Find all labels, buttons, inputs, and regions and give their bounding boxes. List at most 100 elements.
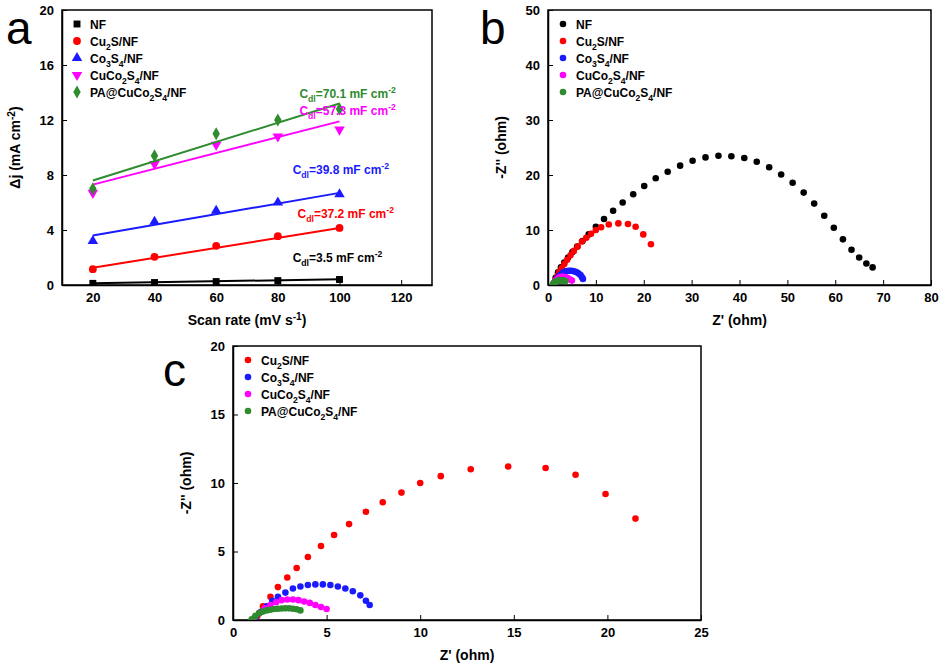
x-tick: 5 bbox=[323, 615, 330, 640]
x-axis-title: Z' (ohm) bbox=[712, 312, 767, 328]
legend-marker bbox=[73, 86, 80, 99]
y-tick-label: 40 bbox=[526, 58, 540, 73]
annotation: Cdl=70.1 mF cm-2 bbox=[299, 85, 396, 104]
y-axis: 0 10 20 30 40 50 bbox=[526, 3, 553, 293]
x-tick-label: 5 bbox=[323, 625, 330, 640]
legend: Cu2S/NFCo3S4/NFCuCo2S4/NFPA@CuCo2S4/NF bbox=[245, 354, 358, 422]
data-point bbox=[625, 221, 632, 228]
x-tick: 30 bbox=[685, 280, 699, 305]
data-point bbox=[574, 243, 581, 250]
x-axis-title: Z' (ohm) bbox=[440, 647, 495, 663]
legend-marker bbox=[560, 38, 567, 45]
data-point bbox=[569, 277, 576, 284]
y-tick: 10 bbox=[211, 476, 238, 491]
data-point bbox=[88, 235, 99, 244]
panel-label: c bbox=[163, 344, 186, 396]
plot-area bbox=[248, 463, 638, 620]
x-tick: 20 bbox=[637, 280, 651, 305]
y-axis-title: -Z'' (ohm) bbox=[493, 116, 509, 179]
x-tick-label: 30 bbox=[685, 290, 699, 305]
x-tick-label: 0 bbox=[545, 290, 552, 305]
legend-marker bbox=[245, 391, 252, 398]
legend-label: PA@CuCo2S4/NF bbox=[576, 86, 672, 103]
data-point bbox=[323, 606, 330, 613]
y-tick-label: 4 bbox=[47, 223, 55, 238]
legend-marker bbox=[245, 357, 252, 364]
data-point bbox=[640, 231, 647, 238]
legend-marker bbox=[245, 374, 252, 381]
y-tick-label: 12 bbox=[40, 113, 54, 128]
data-point bbox=[275, 584, 282, 591]
data-point bbox=[274, 232, 282, 240]
legend-marker bbox=[73, 37, 81, 45]
plot-frame bbox=[548, 10, 931, 285]
data-point bbox=[336, 224, 344, 232]
x-tick: 120 bbox=[391, 280, 413, 305]
x-tick: 10 bbox=[589, 280, 603, 305]
data-point bbox=[212, 127, 219, 140]
y-tick-label: 20 bbox=[526, 168, 540, 183]
y-axis: 05101520 bbox=[211, 339, 238, 628]
legend-label: PA@CuCo2S4/NF bbox=[90, 86, 186, 103]
annotation: Cdl=37.2 mF cm-2 bbox=[298, 205, 395, 224]
data-point bbox=[606, 221, 613, 228]
x-tick: 40 bbox=[148, 280, 162, 305]
y-tick-label: 10 bbox=[526, 223, 540, 238]
y-tick-label: 16 bbox=[40, 58, 54, 73]
data-point bbox=[505, 463, 512, 470]
y-tick-label: 0 bbox=[533, 278, 540, 293]
data-point bbox=[366, 602, 373, 609]
data-point bbox=[753, 159, 760, 166]
y-tick: 20 bbox=[526, 168, 553, 183]
x-tick-label: 10 bbox=[589, 290, 603, 305]
x-tick: 70 bbox=[876, 280, 890, 305]
data-point bbox=[282, 589, 289, 596]
data-point bbox=[632, 223, 639, 230]
panel: 0102030405060708001020304050Z' (ohm)-Z''… bbox=[493, 3, 939, 328]
x-tick-label: 20 bbox=[601, 625, 615, 640]
data-point bbox=[379, 499, 386, 506]
data-point bbox=[293, 565, 300, 572]
data-point bbox=[149, 216, 160, 225]
legend-label: Cu2S/NF bbox=[261, 354, 309, 371]
fit-line bbox=[93, 104, 340, 181]
y-tick: 30 bbox=[526, 113, 553, 128]
y-tick: 10 bbox=[526, 223, 553, 238]
fit-line bbox=[93, 193, 340, 236]
data-point bbox=[297, 607, 304, 614]
data-point bbox=[677, 162, 684, 169]
legend: NFCu2S/NFCo3S4/NFCuCo2S4/NFPA@CuCo2S4/NF bbox=[560, 18, 673, 103]
y-tick: 16 bbox=[40, 58, 67, 73]
data-point bbox=[274, 277, 281, 284]
legend-marker bbox=[245, 408, 252, 415]
data-point bbox=[561, 277, 568, 284]
x-tick-label: 20 bbox=[637, 290, 651, 305]
legend-label: CuCo2S4/NF bbox=[90, 69, 159, 86]
legend-marker bbox=[72, 72, 83, 81]
data-point bbox=[211, 205, 222, 214]
data-point bbox=[336, 276, 343, 283]
y-tick-label: 5 bbox=[218, 544, 225, 559]
data-point bbox=[630, 191, 637, 198]
x-tick-label: 70 bbox=[876, 290, 890, 305]
y-tick-label: 50 bbox=[526, 3, 540, 18]
y-tick: 12 bbox=[40, 113, 67, 128]
y-tick-label: 8 bbox=[47, 168, 54, 183]
plot-area bbox=[549, 152, 875, 285]
data-point bbox=[741, 155, 748, 162]
data-point bbox=[334, 188, 345, 197]
data-point bbox=[648, 241, 655, 248]
annotation: Cdl=3.5 mF cm-2 bbox=[293, 249, 383, 268]
y-tick-label: 10 bbox=[211, 476, 225, 491]
panel: 051015202505101520Z' (ohm)-Z'' (ohm)Cu2S… bbox=[178, 339, 709, 663]
panel-label: b bbox=[480, 2, 506, 54]
x-tick: 10 bbox=[413, 615, 427, 640]
legend-label: Co3S4/NF bbox=[90, 52, 143, 69]
legend-label: NF bbox=[576, 18, 592, 32]
data-point bbox=[151, 149, 158, 162]
x-tick-label: 15 bbox=[507, 625, 521, 640]
data-point bbox=[848, 247, 855, 254]
x-tick-label: 10 bbox=[413, 625, 427, 640]
legend-label: Cu2S/NF bbox=[90, 35, 138, 52]
y-axis-title: Δj (mA cm-2) bbox=[6, 106, 23, 188]
